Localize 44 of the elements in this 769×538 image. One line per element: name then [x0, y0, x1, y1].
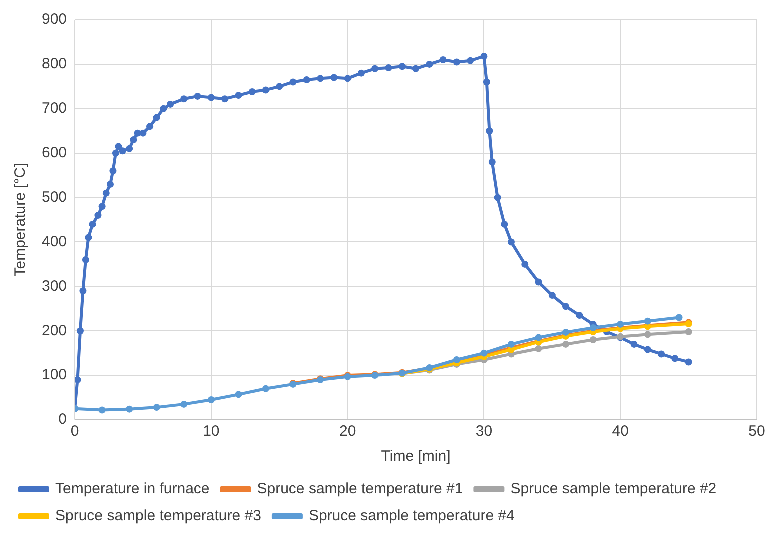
point: [590, 324, 597, 332]
point: [562, 328, 570, 336]
point: [235, 391, 242, 398]
point: [535, 334, 542, 342]
point: [508, 340, 515, 348]
point: [208, 396, 215, 404]
y-tick-label: 900: [42, 11, 68, 28]
point: [562, 340, 570, 348]
legend-label: Temperature in furnace: [56, 480, 210, 498]
x-tick-label: 30: [476, 423, 493, 440]
point: [685, 328, 692, 336]
legend-label: Spruce sample temperature #2: [510, 480, 717, 498]
y-tick-label: 800: [42, 56, 68, 73]
y-tick-label: 100: [42, 366, 68, 384]
y-tick-label: 0: [58, 411, 68, 428]
point: [590, 336, 597, 344]
point: [676, 314, 683, 322]
x-tick-label: 50: [748, 423, 766, 440]
x-tick-label: 10: [203, 423, 220, 440]
legend-label: Spruce sample temperature #4: [308, 508, 515, 525]
y-tick-label: 700: [42, 100, 68, 118]
point: [153, 404, 160, 412]
point: [453, 356, 460, 364]
point: [480, 350, 488, 357]
point: [126, 406, 134, 413]
x-tick-label: 40: [612, 423, 629, 440]
point: [98, 406, 106, 414]
y-tick-label: 400: [42, 233, 68, 250]
y-tick-label: 600: [42, 144, 68, 162]
point: [180, 400, 188, 408]
point: [262, 385, 270, 392]
point: [644, 318, 652, 325]
x-tick-label: 20: [339, 423, 356, 440]
y-axis-title: Temperature [°C]: [12, 163, 30, 277]
x-tick-label: 0: [70, 423, 80, 440]
y-tick-label: 300: [42, 278, 68, 295]
point: [617, 320, 624, 328]
point: [644, 331, 652, 338]
y-tick-label: 500: [42, 188, 68, 206]
x-axis-title: Time [min]: [381, 448, 451, 466]
legend-label: Spruce sample temperature #1: [257, 480, 464, 498]
point: [535, 345, 542, 352]
legend-label: Spruce sample temperature #3: [56, 508, 262, 525]
y-tick-label: 200: [42, 322, 68, 340]
